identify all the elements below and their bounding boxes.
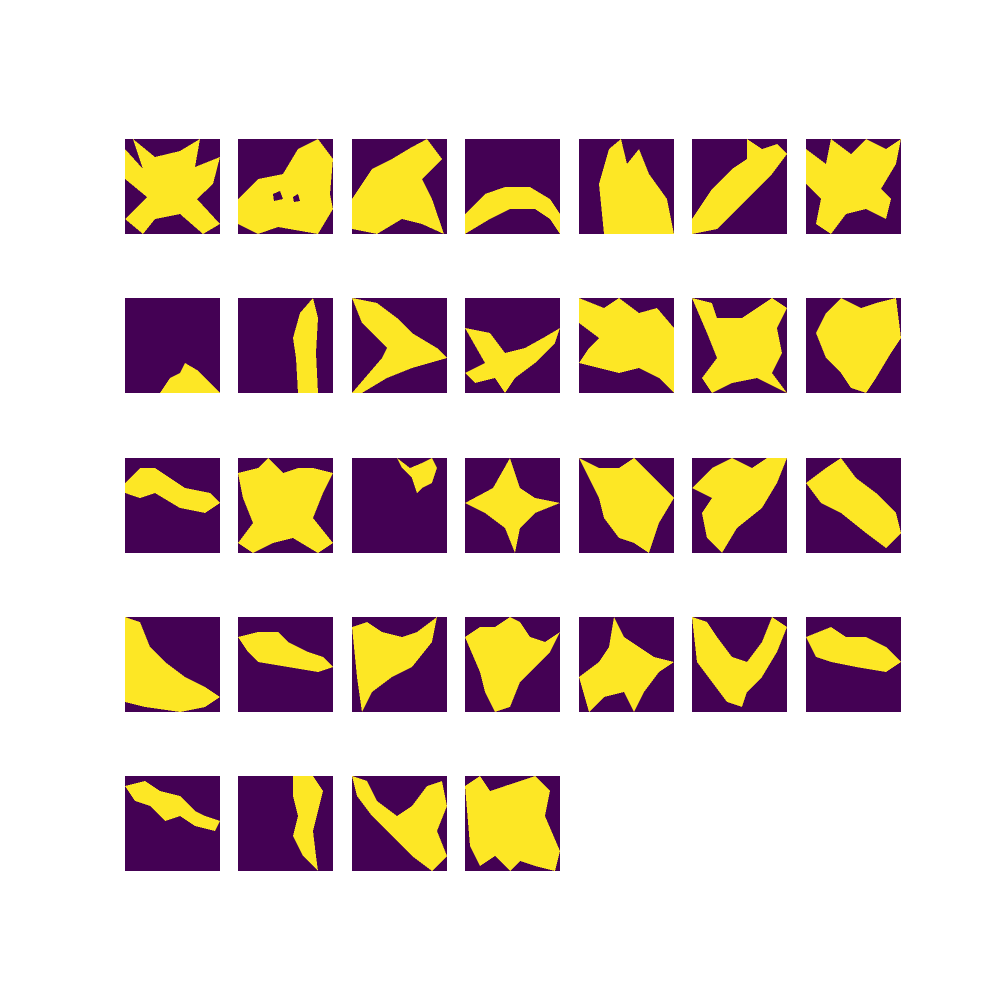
mask-tile-27: [692, 617, 787, 712]
mask-foreground: [293, 298, 318, 393]
mask-foreground: [125, 139, 220, 234]
mask-tile-31: [352, 776, 447, 871]
mask-tile-23: [238, 617, 333, 712]
mask-foreground: [125, 468, 220, 513]
mask-foreground: [579, 298, 674, 393]
mask-tile-16: [238, 458, 333, 553]
mask-foreground: [238, 632, 333, 672]
mask-tile-7: [806, 139, 901, 234]
mask-foreground: [806, 139, 901, 234]
mask-foreground: [599, 139, 674, 234]
mask-foreground: [125, 617, 220, 712]
mask-tile-12: [579, 298, 674, 393]
mask-tile-11: [465, 298, 560, 393]
mask-foreground: [579, 617, 674, 712]
mask-foreground: [352, 617, 437, 712]
mask-foreground: [238, 458, 333, 553]
mask-foreground: [397, 458, 437, 493]
mask-tile-19: [579, 458, 674, 553]
mask-tile-2: [238, 139, 333, 234]
mask-tile-5: [579, 139, 674, 234]
mask-foreground: [352, 776, 447, 871]
mask-foreground: [816, 298, 901, 393]
mask-tile-15: [125, 458, 220, 553]
mask-foreground: [692, 139, 787, 234]
mask-tile-28: [806, 617, 901, 712]
mask-tile-17: [352, 458, 447, 553]
mask-tile-22: [125, 617, 220, 712]
mask-tile-13: [692, 298, 787, 393]
mask-tile-10: [352, 298, 447, 393]
mask-tile-18: [465, 458, 560, 553]
mask-foreground: [352, 139, 444, 234]
mask-foreground: [692, 617, 787, 707]
mask-foreground: [465, 458, 560, 553]
mask-foreground: [806, 458, 901, 548]
mask-tile-1: [125, 139, 220, 234]
mask-tile-30: [238, 776, 333, 871]
mask-foreground: [465, 328, 560, 393]
mask-foreground: [352, 298, 447, 393]
mask-tile-14: [806, 298, 901, 393]
mask-tile-29: [125, 776, 220, 871]
mask-foreground: [692, 298, 787, 393]
mask-tile-3: [352, 139, 447, 234]
mask-foreground: [238, 139, 333, 234]
mask-foreground: [465, 187, 560, 234]
mask-foreground: [806, 627, 901, 672]
mask-foreground: [465, 617, 560, 712]
mask-foreground: [160, 363, 220, 393]
mask-hole: [273, 191, 283, 201]
mask-foreground: [125, 781, 220, 831]
mask-tile-20: [692, 458, 787, 553]
mask-background: [238, 298, 333, 393]
mask-tile-4: [465, 139, 560, 234]
mask-foreground: [579, 458, 674, 553]
mask-tile-26: [579, 617, 674, 712]
mask-hole: [293, 194, 300, 202]
mask-tile-6: [692, 139, 787, 234]
mask-tile-8: [125, 298, 220, 393]
mask-tile-21: [806, 458, 901, 553]
mask-tile-9: [238, 298, 333, 393]
mask-tile-32: [465, 776, 560, 871]
mask-foreground: [692, 458, 787, 553]
mask-tile-24: [352, 617, 447, 712]
mask-foreground: [293, 776, 323, 871]
mask-tile-25: [465, 617, 560, 712]
mask-foreground: [465, 776, 560, 871]
